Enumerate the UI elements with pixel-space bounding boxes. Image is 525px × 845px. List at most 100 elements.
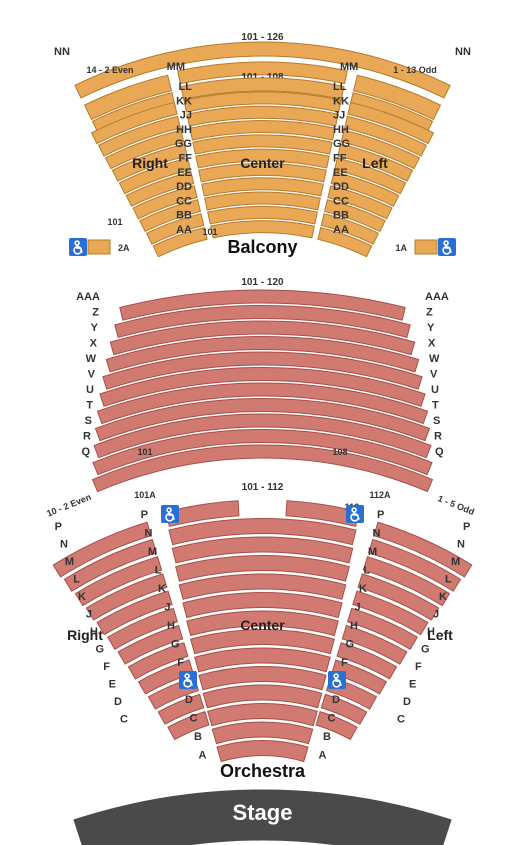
orch-ol-11: C xyxy=(120,714,128,726)
orch-wc-top-left[interactable] xyxy=(161,505,179,523)
orch-ll-C: C xyxy=(190,713,198,725)
orch-wc-mid-right[interactable] xyxy=(328,671,346,689)
bal-rowlabel-l-EE: EE xyxy=(177,167,192,179)
balcony-side-right-range: 1 - 13 Odd xyxy=(393,65,437,75)
mezz-r-Z: Z xyxy=(426,307,433,319)
mezz-l-W: W xyxy=(86,353,97,365)
bal-rowlabel-r-AA: AA xyxy=(333,224,349,236)
mezz-r-T: T xyxy=(432,400,439,412)
orch-wc-top-right[interactable] xyxy=(346,505,364,523)
mezz-101: 101 xyxy=(137,447,152,457)
balcony-top-range: 101 - 126 xyxy=(241,32,284,43)
seating-chart: NNNN101 - 126101 - 10814 - 2 Even1 - 13 … xyxy=(0,0,525,845)
mezz-r-S: S xyxy=(433,415,440,427)
orch-lr-A: A xyxy=(319,750,327,762)
orch-ol-1: N xyxy=(60,539,68,551)
orch-112a: 112A xyxy=(369,490,391,500)
orch-lr-C: C xyxy=(328,713,336,725)
bal-rowlabel-l-DD: DD xyxy=(176,181,192,193)
balcony-center-row-AA[interactable] xyxy=(211,221,315,238)
bal-rowlabel-l-CC: CC xyxy=(176,195,192,207)
orch-ol-9: E xyxy=(109,679,116,691)
bal-wc-right-label: 1A xyxy=(395,243,407,253)
orch-ol-8: F xyxy=(103,661,110,673)
mezz-l-Z: Z xyxy=(92,307,99,319)
orch-or-0: P xyxy=(463,521,470,533)
label-nn-right: NN xyxy=(455,46,471,58)
orchestra-title: Orchestra xyxy=(220,761,306,781)
mezz-r-Y: Y xyxy=(427,322,435,334)
orch-lr-L: L xyxy=(364,565,371,577)
orch-center-label: Center xyxy=(240,617,285,633)
orch-or-3: L xyxy=(445,574,452,586)
bal-wc-left-seat[interactable] xyxy=(88,240,110,254)
orch-ol-5: J xyxy=(86,609,92,621)
mezz-l-Q: Q xyxy=(81,446,90,458)
balcony-center-label: Center xyxy=(240,155,285,171)
bal-wc-right-seat[interactable] xyxy=(415,240,437,254)
mezz-r-R: R xyxy=(434,431,442,443)
bal-wc-left-label: 2A xyxy=(118,243,130,253)
orch-wc-mid-left[interactable] xyxy=(179,671,197,689)
orch-ll-D: D xyxy=(185,694,193,706)
orch-ol-0: P xyxy=(55,521,62,533)
balcony-right-label: Right xyxy=(132,155,168,171)
orch-left-label: Left xyxy=(427,627,453,643)
balcony-side-left-range: 14 - 2 Even xyxy=(86,65,133,75)
orch-ll-H: H xyxy=(167,620,175,632)
bal-rowlabel-l-AA: AA xyxy=(176,224,192,236)
bal-rowlabel-r-DD: DD xyxy=(333,181,349,193)
mezz-r-Q: Q xyxy=(435,446,444,458)
orch-ll-F: F xyxy=(177,657,184,669)
orch-lr-P: P xyxy=(377,509,384,521)
orch-lr-B: B xyxy=(323,731,331,743)
bal-rowlabel-l-BB: BB xyxy=(176,210,192,222)
balcony-title: Balcony xyxy=(227,237,297,257)
bal-num-101-l: 101 xyxy=(107,217,122,227)
orch-side-left-range: 10 - 2 Even xyxy=(45,492,92,519)
orch-or-11: C xyxy=(397,714,405,726)
mezz-l-R: R xyxy=(83,431,91,443)
bal-rowlabel-r-BB: BB xyxy=(333,210,349,222)
orch-ol-3: L xyxy=(73,574,80,586)
orch-lr-G: G xyxy=(346,639,355,651)
orch-or-1: N xyxy=(457,539,465,551)
orch-lr-K: K xyxy=(359,583,367,595)
bal-rowlabel-r-JJ: JJ xyxy=(333,110,345,122)
orch-or-5: J xyxy=(433,609,439,621)
mezz-l-S: S xyxy=(85,415,92,427)
bal-rowlabel-r-HH: HH xyxy=(333,124,349,136)
orch-lr-H: H xyxy=(350,620,358,632)
mezz-r-W: W xyxy=(429,353,440,365)
label-mm-r: MM xyxy=(340,61,358,73)
orch-ll-L: L xyxy=(155,565,162,577)
mezz-r-X: X xyxy=(428,338,436,350)
bal-rowlabel-r-CC: CC xyxy=(333,195,349,207)
orch-ol-7: G xyxy=(95,644,104,656)
bal-rowlabel-r-EE: EE xyxy=(333,167,348,179)
orch-or-10: D xyxy=(403,696,411,708)
mezz-r-AAA: AAA xyxy=(425,291,449,303)
orch-lr-D: D xyxy=(332,694,340,706)
orch-or-7: G xyxy=(421,644,430,656)
balcony-wc-left[interactable] xyxy=(69,238,87,256)
orch-ll-A: A xyxy=(199,750,207,762)
orch-ll-B: B xyxy=(194,731,202,743)
orch-ol-2: M xyxy=(65,556,74,568)
bal-rowlabel-r-GG: GG xyxy=(333,138,350,150)
mezz-r-V: V xyxy=(430,369,438,381)
mezz-l-T: T xyxy=(86,400,93,412)
orch-lr-J: J xyxy=(355,602,361,614)
bal-rowlabel-l-FF: FF xyxy=(179,153,193,165)
orch-ll-M: M xyxy=(148,546,157,558)
orch-or-8: F xyxy=(415,661,422,673)
balcony-wc-right[interactable] xyxy=(438,238,456,256)
bal-rowlabel-r-LL: LL xyxy=(333,81,347,93)
orch-c-A[interactable] xyxy=(217,741,308,762)
orch-range: 101 - 112 xyxy=(242,482,284,493)
orch-ll-J: J xyxy=(164,602,170,614)
mezz-108: 108 xyxy=(332,447,347,457)
balcony-left-label: Left xyxy=(362,155,388,171)
orch-ol-10: D xyxy=(114,696,122,708)
bal-rowlabel-l-LL: LL xyxy=(179,81,193,93)
